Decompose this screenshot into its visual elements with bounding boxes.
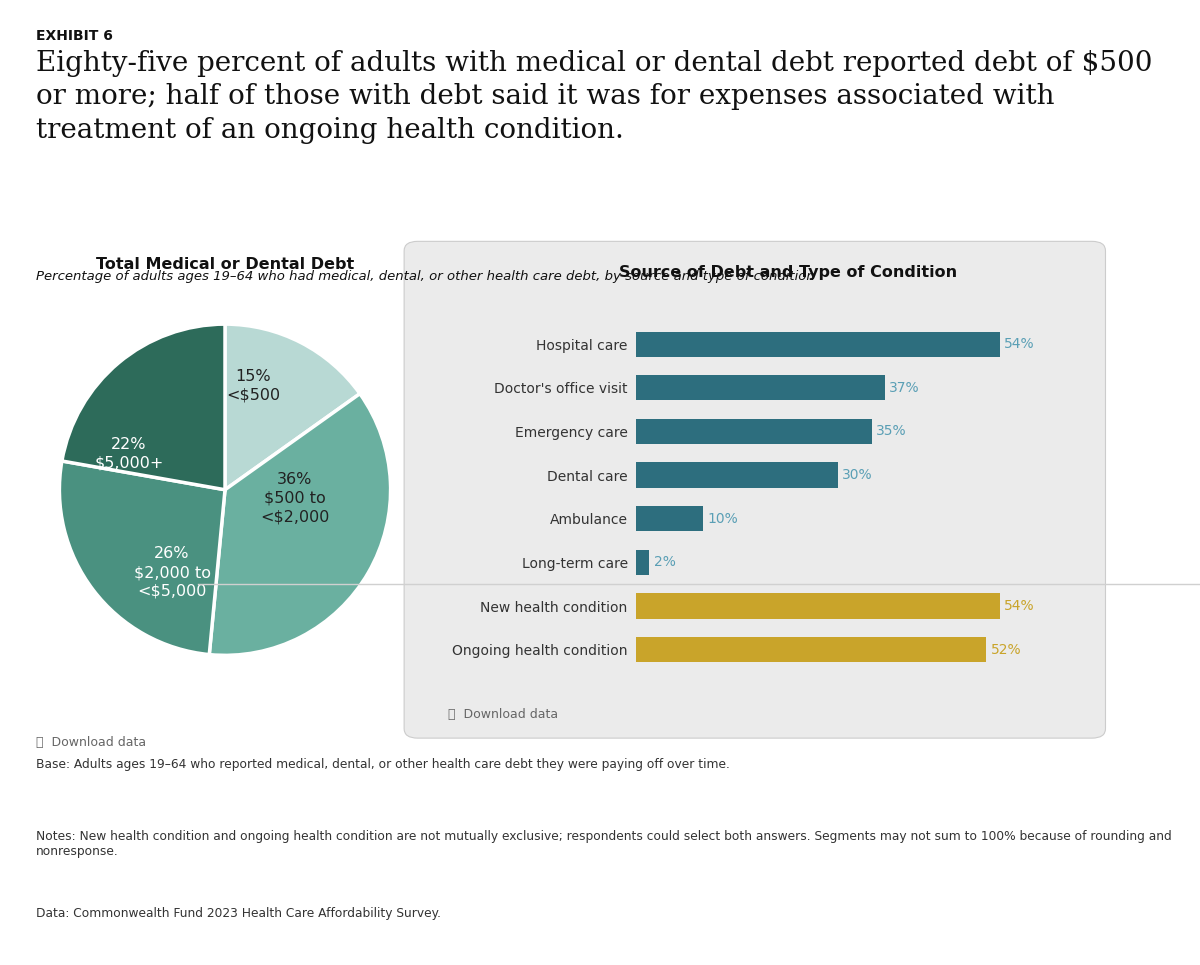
Text: ⤓  Download data: ⤓ Download data <box>36 736 146 749</box>
Text: 36%
$500 to
<$2,000: 36% $500 to <$2,000 <box>260 472 329 524</box>
Text: ⤓  Download data: ⤓ Download data <box>448 708 558 721</box>
Text: 52%: 52% <box>990 643 1021 657</box>
Bar <box>636 375 886 400</box>
Text: Data: Commonwealth Fund 2023 Health Care Affordability Survey.: Data: Commonwealth Fund 2023 Health Care… <box>36 907 442 921</box>
Text: Source of Debt and Type of Condition: Source of Debt and Type of Condition <box>619 265 958 281</box>
Wedge shape <box>224 324 360 490</box>
Title: Total Medical or Dental Debt: Total Medical or Dental Debt <box>96 257 354 272</box>
FancyBboxPatch shape <box>404 241 1105 738</box>
Text: 15%
<$500: 15% <$500 <box>226 369 281 402</box>
Text: 22%
$5,000+: 22% $5,000+ <box>95 436 163 470</box>
Text: Eighty-five percent of adults with medical or dental debt reported debt of $500
: Eighty-five percent of adults with medic… <box>36 50 1152 144</box>
Wedge shape <box>62 324 226 490</box>
Text: 26%
$2,000 to
<$5,000: 26% $2,000 to <$5,000 <box>133 546 210 598</box>
Text: 35%: 35% <box>876 425 906 438</box>
Bar <box>636 332 1000 357</box>
Wedge shape <box>209 394 390 655</box>
Text: 10%: 10% <box>708 511 738 526</box>
Text: Base: Adults ages 19–64 who reported medical, dental, or other health care debt : Base: Adults ages 19–64 who reported med… <box>36 758 730 770</box>
Bar <box>636 550 649 575</box>
Text: Percentage of adults ages 19–64 who had medical, dental, or other health care de: Percentage of adults ages 19–64 who had … <box>36 270 815 283</box>
Text: EXHIBIT 6: EXHIBIT 6 <box>36 29 113 43</box>
Bar <box>636 637 986 662</box>
Text: 30%: 30% <box>842 468 872 482</box>
Bar <box>636 593 1000 619</box>
Text: 54%: 54% <box>1004 337 1034 351</box>
Bar <box>636 462 838 488</box>
Text: 54%: 54% <box>1004 599 1034 613</box>
Wedge shape <box>60 461 226 654</box>
Text: 37%: 37% <box>889 381 920 395</box>
Text: 2%: 2% <box>654 556 676 569</box>
Bar <box>636 507 703 532</box>
Text: Notes: New health condition and ongoing health condition are not mutually exclus: Notes: New health condition and ongoing … <box>36 830 1171 858</box>
Bar <box>636 419 872 444</box>
